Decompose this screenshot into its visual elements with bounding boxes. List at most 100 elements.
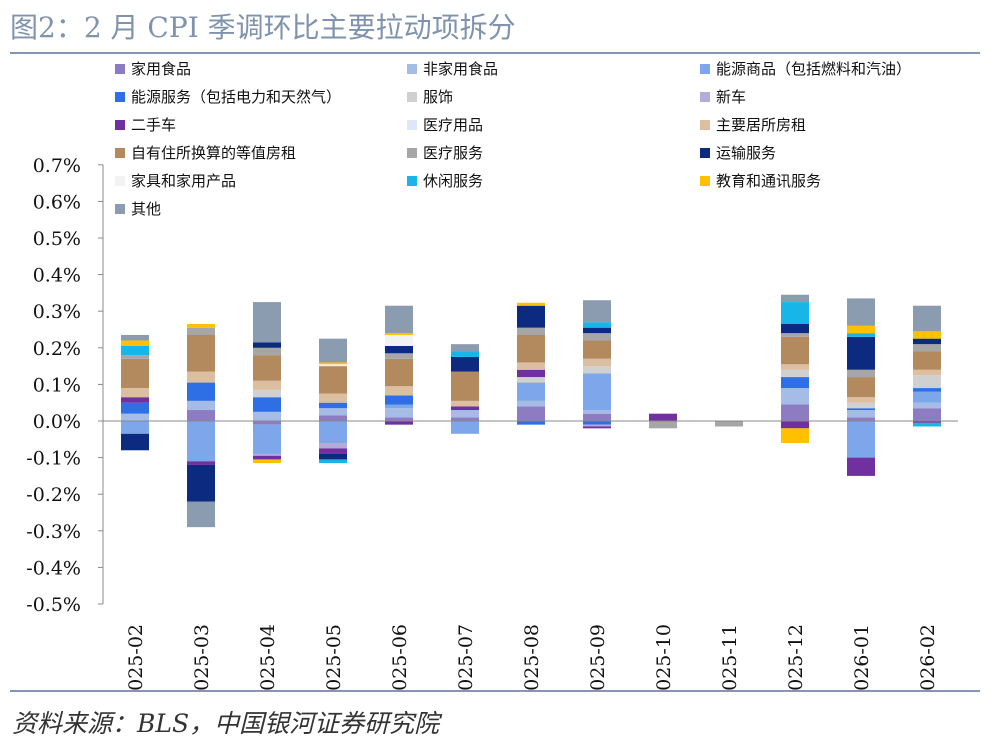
bar-segment-2025-02-13 [121,345,149,356]
bar-segment-2025-04-6 [253,455,281,460]
bar-segment-2026-02-6 [913,421,941,423]
y-tick-label: 0.3% [33,301,81,323]
bar-segment-2025-04-10 [253,347,281,356]
bar-segment-2025-03-8 [187,371,215,383]
bar-segment-2025-03-0 [187,410,215,421]
legend-label: 医疗服务 [423,144,483,162]
bar-segment-2025-04-9 [253,355,281,381]
bar-segment-2025-08-14 [517,302,545,306]
legend-swatch [115,120,125,130]
bar-segment-2025-04-5 [253,453,281,456]
bar-segment-2025-12-10 [781,333,809,337]
bar-segment-2025-04-1 [253,411,281,421]
bar-segment-2025-08-3 [517,421,545,425]
bar-segment-2025-06-10 [385,353,413,359]
bar-segment-2025-09-10 [583,333,611,341]
bar-segment-2025-08-9 [517,334,545,363]
bar-segment-2025-04-0 [253,421,281,425]
legend-swatch [115,148,125,158]
x-tick-label: 2025-12 [785,624,807,690]
legend: 家用食品 非家用食品 能源商品（包括燃料和汽油） 能源服务（包括电力和天然气） 服饰 新车… [115,60,911,218]
bar-segment-2025-12-13 [781,302,809,325]
bar-segment-2025-12-9 [781,336,809,365]
bar-segment-2025-12-1 [781,388,809,405]
bar-segment-2026-01-3 [847,408,875,411]
bar-segment-2025-07-9 [451,371,479,401]
legend-swatch [700,148,710,158]
legend-swatch [407,176,417,186]
bar-segment-2025-05-15 [319,338,347,363]
bar-segment-2026-01-0 [847,417,875,421]
bar-segment-2025-05-5 [319,442,347,449]
bar-segment-2025-12-3 [781,377,809,389]
bar-segment-2025-02-8 [121,388,149,398]
bar-segment-2025-09-13 [583,322,611,328]
bar-segment-2025-09-0 [583,413,611,421]
title-rule [10,52,980,54]
bar-segment-2025-03-3 [187,382,215,401]
bar-segment-2025-06-3 [385,395,413,405]
bar-segment-2025-02-2 [121,421,149,434]
bar-segment-2026-02-1 [913,402,941,409]
x-tick-label: 2025-11 [719,624,741,690]
y-tick-label: -0.5% [26,594,81,616]
x-tick-label: 2025-09 [587,624,609,690]
bar-segment-2025-09-1 [583,410,611,414]
bar-segment-2025-07-1 [451,410,479,418]
bar-segment-2025-10-10 [649,421,677,429]
bar-segment-2026-02-9 [913,351,941,370]
legend-swatch [115,204,125,214]
bar-segment-2026-01-9 [847,377,875,398]
bar-segment-2025-03-14 [187,324,215,328]
bar-segment-2025-05-1 [319,408,347,416]
bar-segment-2025-02-3 [121,402,149,414]
x-tick-label: 2025-07 [455,624,477,690]
bar-segment-2025-04-15 [253,302,281,343]
legend-label: 能源商品（包括燃料和汽油） [716,60,911,78]
bar-segment-2025-02-10 [121,355,149,359]
y-tick-label: -0.3% [26,521,81,543]
bar-segment-2025-06-1 [385,408,413,418]
bar-segment-2025-06-2 [385,404,413,409]
x-tick-label: 2025-04 [257,624,279,690]
legend-label: 新车 [716,88,746,106]
bar-segment-2026-02-2 [913,391,941,403]
bar-segment-2026-01-8 [847,397,875,403]
bar-segment-2025-07-13 [451,351,479,357]
bar-segment-2026-01-15 [847,298,875,326]
stacked-bar-chart: 0.7% 0.6% 0.5% 0.4% 0.3% 0.2% 0.1% 0.0% -0.1% -0.… [26,60,958,690]
bar-segment-2026-01-4 [847,402,875,409]
bar-segment-2026-02-11 [913,338,941,345]
legend-swatch [115,64,125,74]
bar-segment-2026-02-0 [913,408,941,421]
bar-segment-2025-05-6 [319,448,347,454]
bar-segment-2025-08-1 [517,400,545,407]
legend-swatch [700,64,710,74]
axes-layer: 0.7% 0.6% 0.5% 0.4% 0.3% 0.2% 0.1% 0.0% -0.1% -0.… [26,155,958,690]
bar-segment-2025-07-11 [451,356,479,372]
legend-label: 休闲服务 [423,172,483,190]
legend-swatch [407,64,417,74]
bar-segment-2025-09-6 [583,426,611,429]
legend-swatch [407,92,417,102]
y-tick-label: -0.4% [26,557,81,579]
x-tick-label: 2026-01 [851,624,873,690]
legend-swatch [407,148,417,158]
bar-segment-2026-02-13 [913,422,941,427]
bar-segment-2025-05-3 [319,402,347,409]
bar-segment-2026-02-15 [913,305,941,332]
legend-label: 主要居所房租 [716,116,806,134]
bar-segment-2025-10-6 [649,413,677,421]
bar-segment-2025-12-8 [781,364,809,370]
bar-segment-2025-09-2 [583,373,611,411]
legend-swatch [407,120,417,130]
legend-swatch [115,92,125,102]
bar-segment-2025-02-6 [121,397,149,403]
bar-segment-2025-05-2 [319,421,347,443]
bar-segment-2025-12-0 [781,404,809,421]
legend-swatch [115,176,125,186]
legend-label: 家用食品 [131,60,191,78]
bar-segment-2025-07-15 [451,344,479,352]
legend-label: 运输服务 [716,144,776,162]
bar-segment-2025-05-0 [319,415,347,421]
